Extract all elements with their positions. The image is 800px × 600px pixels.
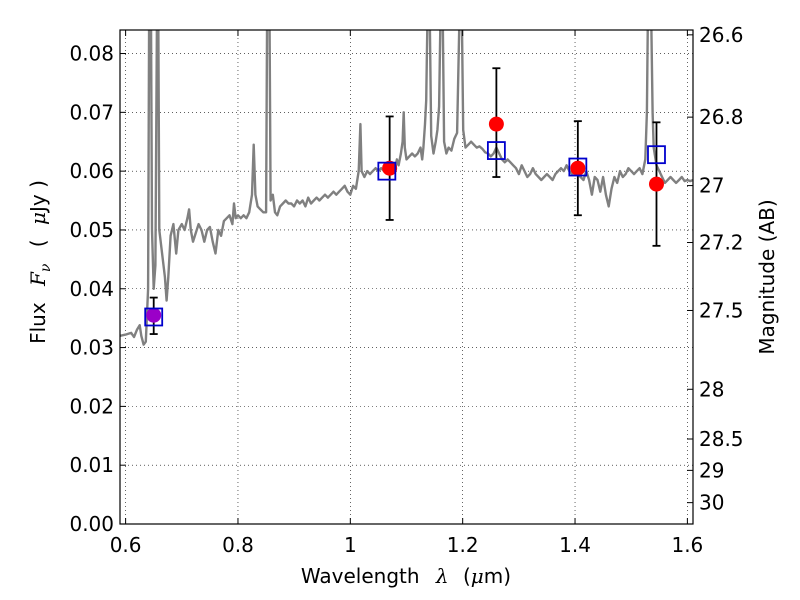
y-tick-label: 0.04 — [69, 277, 114, 301]
magnitude-tick-label: 28 — [699, 377, 724, 401]
y-tick-label: 0.08 — [69, 42, 114, 66]
model-photometry-points — [144, 141, 666, 327]
plot-area — [120, 30, 693, 524]
y-tick-label: 0.05 — [69, 218, 114, 242]
x-tick-label: 0.8 — [222, 533, 254, 557]
magnitude-tick-label: 28.5 — [699, 427, 744, 451]
x-tick-label: 1 — [344, 533, 357, 557]
y-tick-label: 0.03 — [69, 336, 114, 360]
magnitude-tick-label: 26.8 — [699, 105, 744, 129]
x-tick-label: 1.2 — [447, 533, 479, 557]
model-spectrum — [120, 30, 693, 346]
magnitude-tick-label: 29 — [699, 458, 724, 482]
magnitude-axis-title: Magnitude (AB) — [755, 199, 779, 354]
model-photometry-point — [144, 307, 164, 327]
y-axis-title: Flux Fν ( μJy ) — [26, 180, 55, 344]
x-axis-title: Wavelength λ (μm) — [301, 564, 511, 588]
observed-point — [382, 160, 398, 176]
magnitude-tick-label: 26.6 — [699, 23, 744, 47]
y-axis-ticks: 0.00 0.01 0.02 0.03 0.04 0.05 0.06 0.07 0.08 — [69, 42, 126, 536]
magnitude-axis-ticks: 26.6 26.8 27 27.2 27.5 28 28.5 29 30 — [687, 23, 744, 515]
magnitude-tick-label: 27 — [699, 174, 724, 198]
x-axis-ticks: 0.6 0.8 1 1.2 1.4 1.6 — [110, 30, 703, 557]
y-tick-label: 0.00 — [69, 512, 114, 536]
y-tick-label: 0.06 — [69, 159, 114, 183]
spectrum-line — [120, 30, 693, 346]
y-tick-label: 0.07 — [69, 100, 114, 124]
model-photometry-point — [377, 161, 397, 181]
x-tick-label: 0.6 — [110, 533, 142, 557]
magnitude-tick-label: 27.2 — [699, 231, 744, 255]
observed-point — [648, 176, 664, 192]
magnitude-tick-label: 30 — [699, 491, 724, 515]
observed-points — [146, 116, 664, 323]
model-photometry-point — [486, 141, 506, 160]
magnitude-tick-label: 27.5 — [699, 298, 744, 322]
model-photometry-point — [647, 145, 666, 165]
x-tick-label: 1.4 — [559, 533, 591, 557]
observed-point — [146, 307, 162, 323]
observed-point — [570, 160, 586, 176]
plot-frame — [119, 29, 694, 525]
model-photometry-point — [568, 157, 588, 177]
x-tick-label: 1.6 — [671, 533, 703, 557]
y-tick-label: 0.02 — [69, 394, 114, 418]
y-tick-label: 0.01 — [69, 453, 114, 477]
observed-point — [488, 116, 504, 132]
